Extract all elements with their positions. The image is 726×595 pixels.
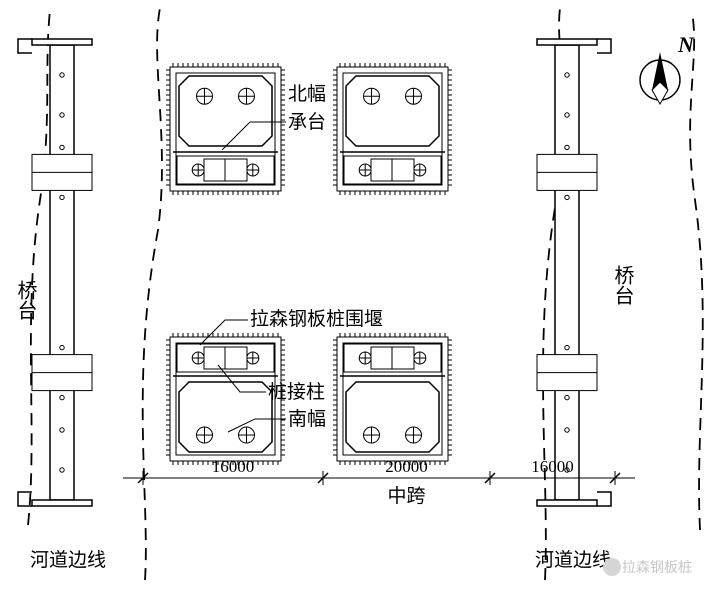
- watermark-icon: [603, 558, 621, 576]
- abutment-left: [18, 39, 92, 506]
- label-riverline-right: 河道边线: [535, 549, 611, 571]
- river-boundary-l2: [143, 8, 162, 580]
- leader-cofferdam: [200, 320, 248, 345]
- label-riverline-left: 河道边线: [30, 549, 106, 571]
- label-abutment-right: 桥台: [611, 265, 634, 305]
- river-boundary-r2: [690, 12, 703, 530]
- pier-se: [333, 333, 452, 465]
- label-north-span: 北幅: [288, 83, 326, 105]
- label-south-span: 南幅: [288, 408, 326, 430]
- dim-right: 16000: [531, 457, 574, 476]
- label-midspan: 中跨: [387, 485, 425, 507]
- diagram-canvas: N北幅承台拉森钢板桩围堰桩接柱南幅桥台桥台河道边线河道边线拉森钢板桩160002…: [0, 0, 726, 595]
- label-pile-cap: 承台: [288, 111, 326, 133]
- dim-mid: 20000: [385, 457, 428, 476]
- pier-nw: [166, 63, 285, 195]
- river-boundary-l1: [28, 10, 50, 525]
- compass-icon: [640, 52, 680, 104]
- label-pile-col: 桩接柱: [268, 381, 325, 403]
- label-abutment-left: 桥台: [14, 280, 37, 320]
- abutment-right: [537, 39, 611, 506]
- label-cofferdam: 拉森钢板桩围堰: [250, 308, 383, 330]
- dim-left: 16000: [212, 457, 255, 476]
- watermark: 拉森钢板桩: [622, 559, 692, 575]
- pier-ne: [333, 63, 452, 195]
- compass-n: N: [677, 32, 695, 57]
